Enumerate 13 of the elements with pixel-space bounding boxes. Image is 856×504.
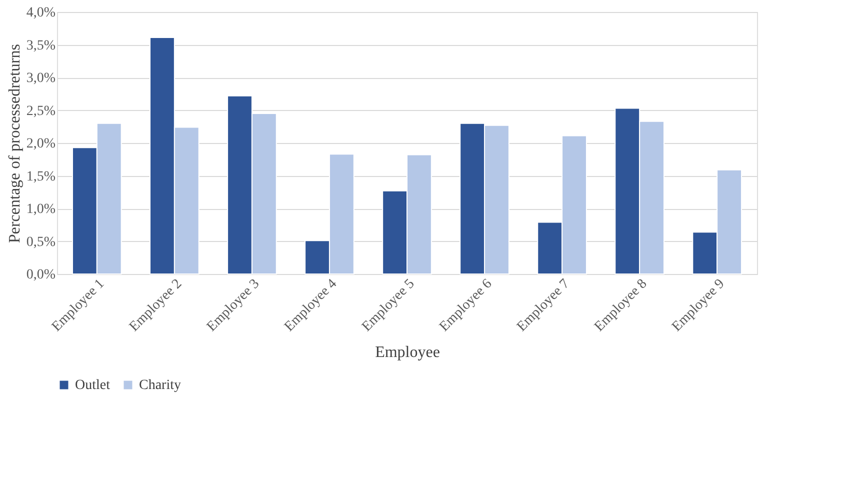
y-tick-label: 2,0% <box>26 136 56 152</box>
y-tick-label: 0,5% <box>26 234 56 250</box>
x-axis-title: Employee <box>375 344 440 361</box>
y-axis-title: Percentage of processedreturns <box>6 44 24 244</box>
y-tick-label: 1,0% <box>26 202 56 217</box>
legend-label: Charity <box>139 378 181 393</box>
y-tick-label: 3,0% <box>26 71 56 86</box>
legend-label: Outlet <box>75 378 110 393</box>
y-tick-label: 0,0% <box>26 268 56 282</box>
y-tick-label: 3,5% <box>26 38 56 54</box>
y-tick-label: 4,0% <box>26 6 56 20</box>
y-tick-label: 1,5% <box>26 169 56 184</box>
y-tick-label: 2,5% <box>26 104 56 119</box>
